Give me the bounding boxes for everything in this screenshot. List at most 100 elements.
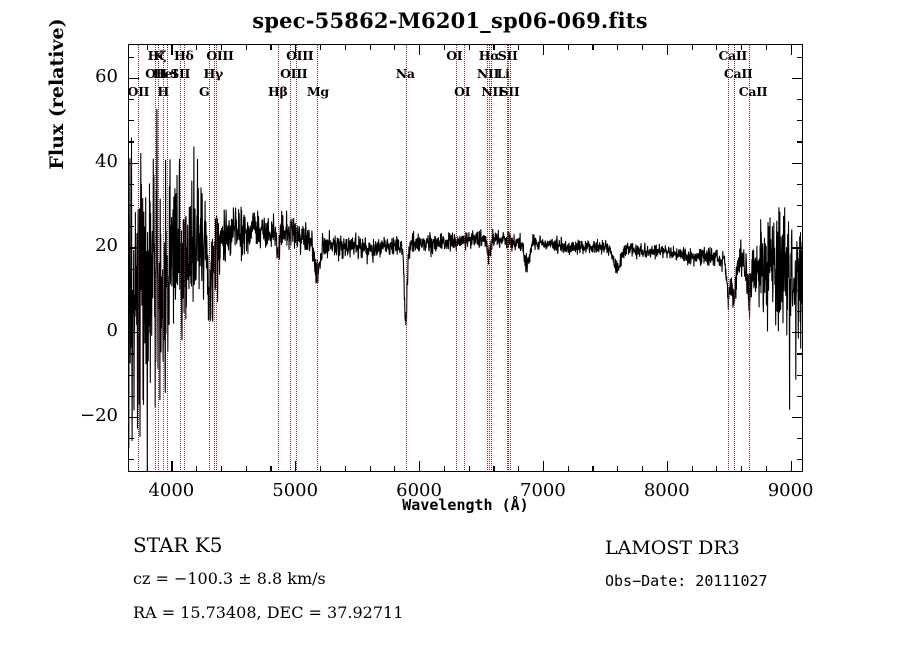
line-label: Hγ xyxy=(203,66,223,81)
axis-tick xyxy=(128,99,134,101)
line-label: CaII xyxy=(723,66,753,81)
line-marker xyxy=(278,44,279,472)
axis-tick xyxy=(716,466,718,472)
axis-tick xyxy=(790,44,792,55)
axis-tick xyxy=(220,44,223,50)
axis-tick xyxy=(797,438,803,440)
y-tick-label: 60 xyxy=(95,65,118,87)
line-marker xyxy=(184,44,185,472)
x-tick-label: 9000 xyxy=(767,480,814,501)
y-tick-label: 40 xyxy=(95,150,118,172)
line-marker xyxy=(213,44,215,472)
axis-tick xyxy=(518,466,520,472)
axis-tick xyxy=(592,466,594,472)
y-tick-label: 20 xyxy=(95,235,118,257)
axis-tick xyxy=(797,226,803,228)
axis-tick xyxy=(128,226,134,228)
axis-tick xyxy=(128,205,134,207)
axis-tick xyxy=(567,44,569,50)
axis-tick xyxy=(128,77,139,80)
axis-tick xyxy=(319,466,322,472)
plot-frame xyxy=(128,44,803,472)
line-marker xyxy=(316,44,318,472)
axis-tick xyxy=(128,162,139,164)
line-label: Li xyxy=(496,66,510,81)
line-label: Hβ xyxy=(267,84,288,99)
axis-tick xyxy=(617,466,619,472)
line-marker xyxy=(748,44,750,472)
axis-tick xyxy=(493,466,495,472)
line-marker xyxy=(180,44,182,472)
line-label: NII xyxy=(481,84,504,99)
y-tick-label: 0 xyxy=(106,320,118,342)
line-marker xyxy=(209,44,210,472)
axis-tick xyxy=(691,44,693,50)
line-label: HeI xyxy=(153,66,178,81)
axis-tick xyxy=(443,44,445,50)
x-tick-label: 8000 xyxy=(643,480,690,501)
axis-tick xyxy=(171,44,173,55)
axis-tick xyxy=(790,461,792,472)
axis-tick xyxy=(617,44,619,50)
line-label: G xyxy=(199,84,210,99)
line-marker xyxy=(486,44,488,472)
axis-tick xyxy=(419,461,421,472)
axis-tick xyxy=(797,353,803,355)
axis-tick xyxy=(220,466,223,472)
axis-tick xyxy=(797,395,803,397)
axis-tick xyxy=(741,466,743,472)
axis-tick xyxy=(666,44,668,55)
axis-tick xyxy=(146,44,148,50)
axis-tick xyxy=(797,205,803,207)
survey-name: LAMOST DR3 xyxy=(605,537,740,559)
line-marker xyxy=(155,44,157,472)
line-marker xyxy=(733,44,735,472)
spectrum-trace xyxy=(128,108,803,472)
observation-date: Obs−Date: 20111027 xyxy=(605,572,768,590)
coordinates: RA = 15.73408, DEC = 37.92711 xyxy=(133,603,404,622)
axis-tick xyxy=(128,247,139,249)
line-label: OII xyxy=(145,66,167,81)
line-marker xyxy=(456,44,458,472)
axis-tick xyxy=(792,332,803,334)
axis-tick xyxy=(468,466,470,472)
axis-tick xyxy=(128,332,139,334)
axis-tick xyxy=(765,466,768,472)
axis-tick xyxy=(128,459,134,461)
line-marker xyxy=(728,44,730,472)
line-marker xyxy=(167,44,169,472)
axis-tick xyxy=(146,466,148,472)
line-marker xyxy=(491,44,493,472)
axis-tick xyxy=(245,44,247,50)
axis-tick xyxy=(128,374,134,376)
axis-tick xyxy=(419,44,421,55)
redshift-velocity: cz = −100.3 ± 8.8 km/s xyxy=(133,569,326,588)
line-marker xyxy=(137,44,139,472)
axis-tick xyxy=(797,183,803,186)
axis-tick xyxy=(196,44,198,50)
line-marker xyxy=(290,44,292,472)
x-axis-label: Wavelength (Å) xyxy=(402,496,529,514)
axis-tick xyxy=(295,44,297,55)
axis-tick xyxy=(691,466,693,472)
line-label: Hζ xyxy=(147,48,167,63)
line-marker xyxy=(163,44,165,472)
line-label: CaII xyxy=(738,84,768,99)
object-classification: STAR K5 xyxy=(133,533,223,557)
axis-tick xyxy=(797,310,803,313)
line-label: NII xyxy=(476,66,500,81)
axis-tick xyxy=(792,416,803,419)
axis-tick xyxy=(542,461,545,472)
x-tick-label: 7000 xyxy=(520,480,566,501)
axis-tick xyxy=(797,120,803,122)
axis-tick xyxy=(245,466,247,472)
axis-tick xyxy=(270,44,272,50)
axis-tick xyxy=(592,44,594,50)
axis-tick xyxy=(128,289,134,291)
line-label: Na xyxy=(395,66,415,81)
axis-tick xyxy=(394,466,396,472)
line-label: Mg xyxy=(306,84,329,99)
axis-tick xyxy=(567,466,569,472)
line-marker xyxy=(509,44,511,472)
axis-tick xyxy=(468,44,470,50)
